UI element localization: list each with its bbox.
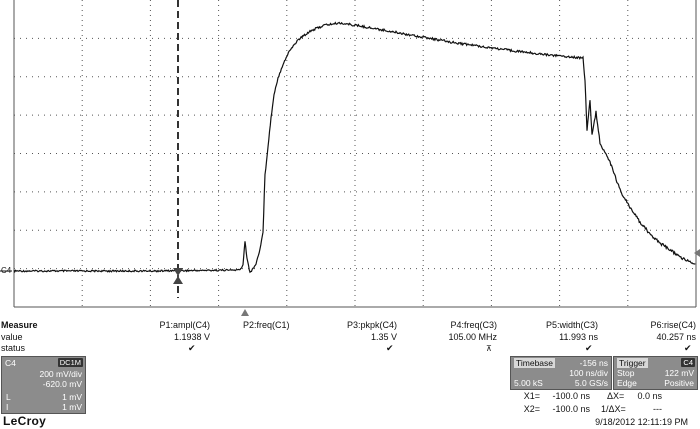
cursor-x1-value: -100.0 ns	[552, 391, 590, 401]
param-p6-value: 40.257 ns	[656, 332, 696, 342]
measure-status-row-label: status	[1, 343, 26, 353]
param-p5-name[interactable]: P5:width(C3)	[545, 320, 598, 330]
trigger-level: 122 mV	[664, 368, 694, 378]
timebase-scale: 100 ns/div	[569, 368, 608, 378]
param-p1-name[interactable]: P1:ampl(C4)	[159, 320, 210, 330]
waveform-display: C4	[0, 0, 700, 316]
timebase-panel[interactable]: Timebase -156 ns 100 ns/div 5.00 kS 5.0 …	[510, 356, 612, 390]
param-p1-value: 1.1938 V	[173, 332, 210, 342]
trigger-type: Edge	[617, 378, 637, 388]
vertical-offset: -620.0 mV	[42, 379, 82, 389]
channel-row2-label: I	[6, 402, 9, 412]
brand-logo: LeCroy	[3, 414, 47, 428]
cursor-inv-dx-value: ---	[653, 404, 662, 414]
trigger-source-badge: C4	[681, 358, 695, 367]
param-p2-name[interactable]: P2:freq(C1)	[243, 320, 290, 330]
cursor-dx-label: ΔX=	[607, 391, 625, 401]
timebase-samples: 5.00 kS	[514, 378, 543, 388]
vertical-scale: 200 mV/div	[39, 369, 82, 379]
trigger-mode: Stop	[617, 368, 635, 378]
trigger-level-icon	[694, 249, 700, 257]
trigger-panel[interactable]: Trigger C4 Stop 122 mV Edge Positive	[613, 356, 698, 390]
cursor-inv-dx-label: 1/ΔX=	[601, 404, 626, 414]
cursor-x2-value: -100.0 ns	[552, 404, 590, 414]
measure-header[interactable]: Measure	[1, 320, 38, 330]
param-p3-status-check-icon: ✔	[386, 343, 394, 353]
cursor-x2-label: X2=	[523, 404, 540, 414]
channel-panel-title: C4	[5, 358, 16, 368]
graticule-grid	[13, 0, 697, 308]
param-p4-status-warn-icon: ⊼	[486, 344, 492, 353]
trigger-title: Trigger	[617, 358, 648, 368]
param-p4-value: 105.00 MHz	[448, 332, 497, 342]
measure-value-row-label: value	[1, 332, 23, 342]
cursor-x1-label: X1=	[523, 391, 540, 401]
coupling-badge: DC1M	[57, 358, 83, 367]
timebase-delay: -156 ns	[579, 358, 608, 368]
channel-c4-panel[interactable]: C4 DC1M 200 mV/div -620.0 mV L 1 mV I 1 …	[1, 356, 86, 414]
param-p1-status-check-icon: ✔	[188, 343, 196, 353]
timebase-rate: 5.0 GS/s	[574, 378, 608, 388]
channel-row1-value: 1 mV	[62, 392, 82, 402]
param-p3-name[interactable]: P3:pkpk(C4)	[346, 320, 397, 330]
channel-row2-value: 1 mV	[62, 402, 82, 412]
timebase-title: Timebase	[514, 358, 556, 368]
trigger-slope: Positive	[664, 378, 694, 388]
param-p6-name[interactable]: P6:rise(C4)	[650, 320, 696, 330]
param-p4-name[interactable]: P4:freq(C3)	[450, 320, 497, 330]
param-p5-status-check-icon: ✔	[585, 343, 593, 353]
channel-row1-label: L	[6, 392, 11, 402]
cursor-x1-marker-icon	[173, 268, 183, 284]
timestamp: 9/18/2012 12:11:19 PM	[595, 417, 688, 427]
cursor-dx-value: 0.0 ns	[637, 391, 662, 401]
param-p3-value: 1.35 V	[370, 332, 397, 342]
param-p6-status-check-icon: ✔	[684, 343, 692, 353]
trigger-position-icon	[241, 309, 249, 316]
c4-trace	[13, 21, 696, 274]
param-p5-value: 11.993 ns	[559, 332, 598, 342]
